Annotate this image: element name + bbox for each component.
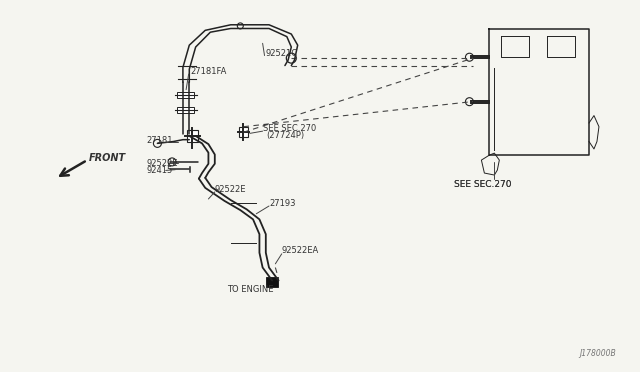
Text: 27181: 27181	[147, 136, 173, 145]
FancyBboxPatch shape	[239, 127, 248, 137]
FancyBboxPatch shape	[186, 130, 198, 142]
FancyBboxPatch shape	[177, 92, 195, 98]
Text: 92521C: 92521C	[266, 49, 298, 58]
Text: FRONT: FRONT	[89, 153, 126, 163]
Text: 92522EA: 92522EA	[282, 246, 319, 255]
FancyBboxPatch shape	[266, 277, 278, 286]
Text: 92522E: 92522E	[215, 185, 246, 194]
Text: 27181FA: 27181FA	[190, 67, 227, 76]
Text: 27193: 27193	[269, 199, 296, 208]
Text: SEE SEC.270: SEE SEC.270	[454, 180, 511, 189]
Text: (27724P): (27724P)	[266, 131, 304, 141]
Text: 92415: 92415	[147, 166, 173, 175]
FancyBboxPatch shape	[177, 107, 195, 113]
Text: TO ENGINE: TO ENGINE	[228, 285, 274, 294]
Text: SEE SEC.270: SEE SEC.270	[262, 124, 316, 133]
Text: J178000B: J178000B	[580, 349, 616, 358]
Text: 92522E: 92522E	[147, 158, 178, 167]
Text: SEE SEC.270: SEE SEC.270	[454, 180, 511, 189]
